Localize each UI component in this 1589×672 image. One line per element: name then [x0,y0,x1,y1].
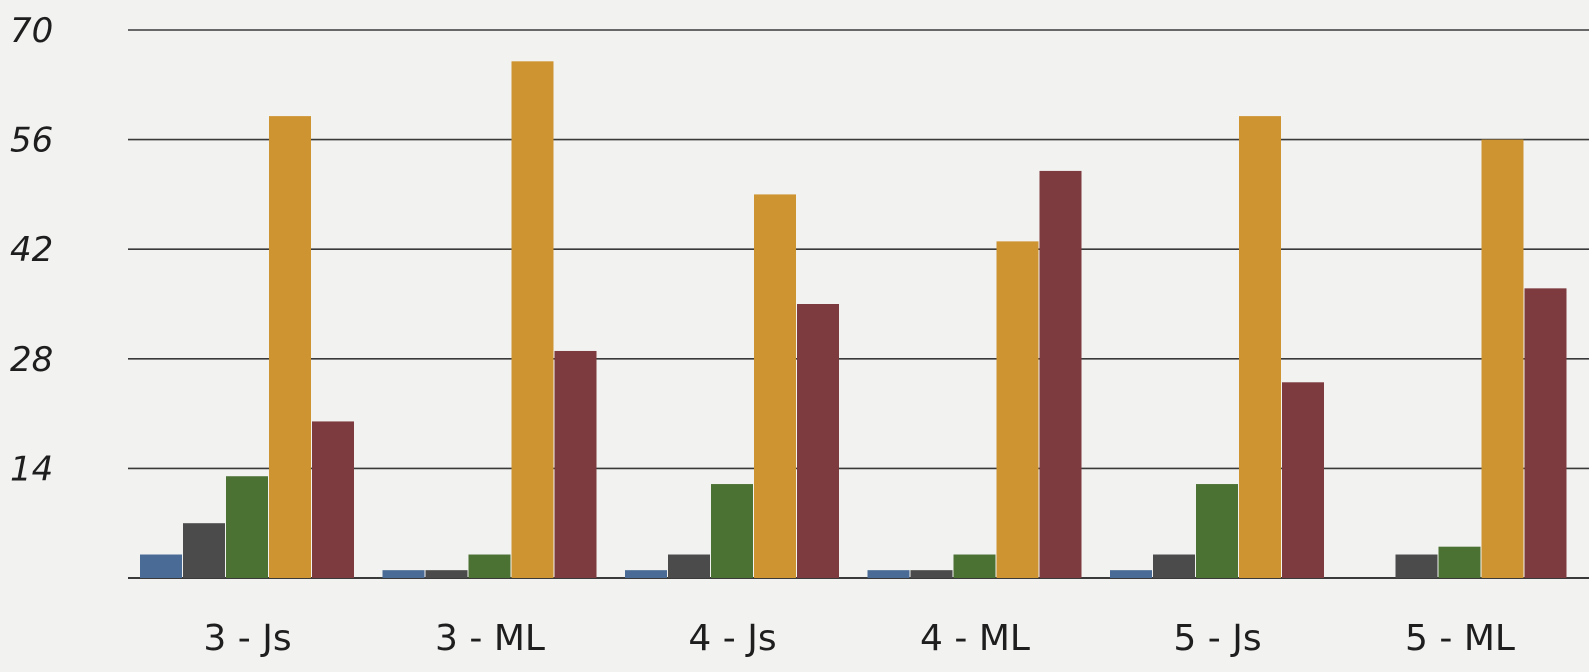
bar-4-js-s3 [711,484,753,578]
x-category-label: 4 - Js [688,618,776,659]
bar-3-js-s5 [312,421,354,578]
bar-4-js-s5 [797,304,839,578]
bar-3-ml-s3 [468,554,511,578]
x-category-label: 3 - ML [435,618,545,659]
bar-5-ml-s3 [1438,546,1481,578]
y-axis-ticks: 14 28 42 56 70 [10,11,53,489]
y-tick-label-56: 56 [10,121,53,161]
bar-4-ml-s3 [953,554,996,578]
bar-4-ml-s2 [910,570,953,578]
bar-3-js-s2 [183,523,225,578]
bar-3-js-s4 [269,116,311,578]
bar-5-ml-s2 [1395,554,1438,578]
bar-3-js-s1 [140,554,182,578]
bar-5-js-s5 [1282,382,1324,578]
bar-4-ml-s5 [1039,170,1082,578]
bar-3-ml-s1 [382,570,425,578]
bar-4-ml-s4 [996,241,1039,578]
bar-4-js-s4 [754,194,796,578]
bar-3-ml-s4 [511,61,554,579]
y-tick-label-28: 28 [10,340,53,380]
x-category-label: 4 - ML [920,618,1030,659]
x-category-label: 5 - Js [1173,618,1261,659]
bar-5-js-s3 [1196,484,1238,578]
bars-layer [140,61,1567,579]
bar-5-js-s1 [1110,570,1152,578]
bar-5-ml-s4 [1481,139,1524,578]
bar-3-ml-s2 [425,570,468,578]
y-tick-label-70: 70 [10,11,53,51]
grid-layer [128,29,1589,579]
bar-3-js-s3 [226,476,268,578]
y-tick-label-14: 14 [10,449,53,489]
x-category-label: 3 - Js [203,618,291,659]
bar-3-ml-s5 [554,350,597,578]
bar-5-js-s2 [1153,554,1195,578]
bar-4-js-s2 [668,554,710,578]
bar-5-js-s4 [1239,116,1281,578]
bar-4-ml-s1 [867,570,910,578]
y-tick-label-42: 42 [10,230,53,270]
x-axis-labels: 3 - Js 3 - ML 4 - Js 4 - ML 5 - Js 5 - ML [203,618,1515,659]
bar-5-ml-s5 [1524,288,1567,578]
bar-4-js-s1 [625,570,667,578]
x-category-label: 5 - ML [1405,618,1515,659]
